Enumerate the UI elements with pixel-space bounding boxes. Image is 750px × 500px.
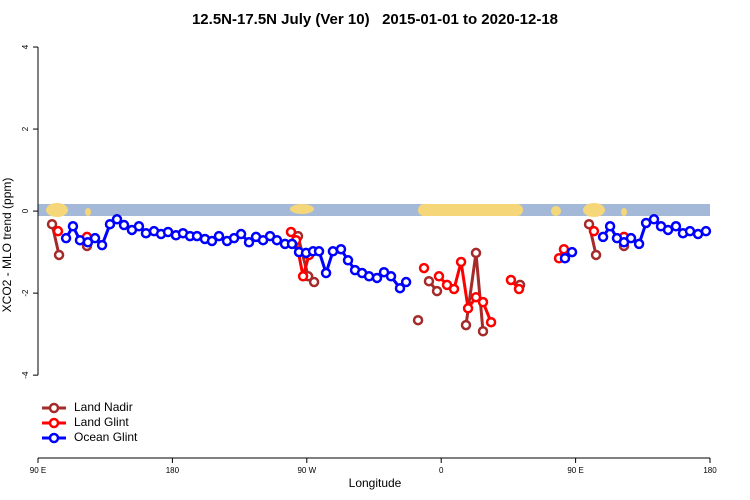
y-tick-label: 4 [21, 44, 30, 49]
data-point [640, 217, 652, 229]
data-point [140, 227, 152, 239]
y-tick-label: 2 [21, 126, 30, 131]
data-point [558, 243, 570, 255]
x-tick-label: 180 [703, 466, 717, 475]
data-point [206, 235, 218, 247]
data-point [313, 246, 325, 257]
data-point [648, 214, 660, 225]
legend-label: Land Glint [74, 415, 129, 429]
data-point [633, 238, 645, 250]
data-point [308, 276, 320, 288]
data-point [418, 262, 430, 274]
data-point [235, 228, 247, 240]
data-point [285, 226, 297, 238]
data-point [342, 255, 354, 266]
data-point [394, 282, 406, 294]
data-point [505, 274, 517, 286]
data-point [67, 221, 79, 232]
data-point [286, 238, 298, 250]
data-point [477, 296, 489, 308]
legend-marker [48, 432, 60, 444]
data-point [597, 231, 609, 243]
data-point [385, 271, 397, 282]
data-point [327, 246, 339, 257]
legend-marker [48, 417, 60, 429]
data-point [448, 283, 460, 295]
chart-title: 12.5N-17.5N July (Ver 10) 2015-01-01 to … [192, 11, 558, 28]
data-point [104, 218, 116, 230]
data-point [559, 253, 571, 264]
data-point [684, 225, 696, 237]
x-tick-label: 90 W [297, 466, 316, 475]
data-point [513, 283, 525, 295]
data-point [371, 272, 383, 284]
data-point [60, 232, 72, 244]
y-tick-label: 0 [21, 208, 30, 213]
data-point [431, 285, 443, 297]
data-point [700, 225, 712, 237]
data-point [477, 326, 489, 337]
data-point [52, 225, 64, 237]
data-point [118, 219, 130, 231]
data-point [213, 230, 225, 242]
data-point [604, 221, 616, 232]
x-tick-label: 90 E [567, 466, 583, 475]
data-point [96, 239, 108, 251]
data-point [271, 234, 283, 246]
y-axis-label: XCO2 - MLO trend (ppm) [0, 178, 14, 313]
data-point [243, 237, 255, 248]
y-tick-label: -4 [21, 371, 30, 379]
data-point [320, 267, 332, 279]
data-point [460, 319, 472, 331]
data-point [485, 316, 497, 328]
data-point [433, 271, 445, 282]
x-tick-label: 0 [439, 466, 444, 475]
data-point [462, 303, 474, 314]
data-point [89, 232, 101, 244]
data-point [583, 218, 595, 230]
data-point [412, 314, 424, 326]
data-point [111, 214, 123, 225]
data-point [566, 246, 578, 258]
legend-marker [48, 402, 60, 414]
data-point [297, 271, 309, 282]
data-point [588, 225, 600, 237]
y-tick-label: -2 [21, 289, 30, 297]
data-point [423, 275, 435, 287]
legend-label: Ocean Glint [74, 430, 138, 444]
data-point [335, 243, 347, 255]
legend-label: Land Nadir [74, 400, 133, 414]
data-point [53, 249, 65, 261]
data-point [400, 276, 412, 288]
data-point [46, 218, 58, 230]
x-tick-label: 90 E [30, 466, 46, 475]
data-point [662, 224, 674, 236]
x-tick-label: 180 [166, 466, 180, 475]
x-axis-label: Longitude [349, 476, 402, 490]
data-point [590, 249, 602, 261]
data-point [470, 291, 482, 303]
data-point [625, 232, 637, 244]
data-point [670, 221, 682, 232]
data-point [470, 247, 482, 259]
series-line [52, 224, 624, 331]
data-point [455, 256, 467, 268]
data-point [133, 221, 145, 232]
map-strip [38, 203, 710, 217]
